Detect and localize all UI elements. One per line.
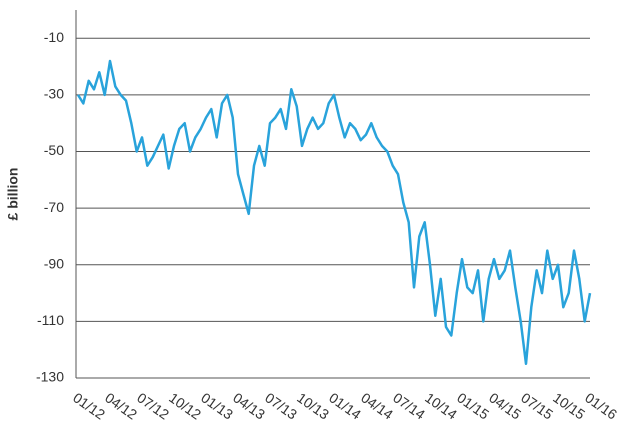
y-tick-label: -30 xyxy=(44,86,64,102)
x-tick-label: 07/13 xyxy=(262,389,300,422)
x-tick-label: 10/14 xyxy=(422,389,460,422)
x-tick-label: 01/16 xyxy=(582,389,620,422)
x-tick-label: 01/15 xyxy=(454,389,492,422)
x-tick-label: 01/12 xyxy=(70,389,108,422)
y-tick-label: -50 xyxy=(44,142,64,158)
x-tick-label: 01/14 xyxy=(326,389,364,422)
x-tick-label: 07/15 xyxy=(518,389,556,422)
data-line xyxy=(76,59,592,366)
y-axis-label: £ billion xyxy=(5,168,21,221)
y-tick-label: -110 xyxy=(37,312,64,328)
x-tick-label: 04/13 xyxy=(230,389,268,422)
x-tick-label: 10/15 xyxy=(550,389,588,422)
x-tick-label: 04/15 xyxy=(486,389,524,422)
x-tick-label: 01/13 xyxy=(198,389,236,422)
x-tick-label: 07/14 xyxy=(390,389,428,422)
x-tick-label: 07/12 xyxy=(134,389,172,422)
y-tick-label: -10 xyxy=(44,29,64,45)
y-tick-label: -90 xyxy=(44,255,64,271)
y-tick-label: -130 xyxy=(36,369,64,385)
y-tick-label: -70 xyxy=(44,199,64,215)
x-tick-label: 10/13 xyxy=(294,389,332,422)
x-tick-label: 04/14 xyxy=(358,389,396,422)
x-tick-label: 04/12 xyxy=(102,389,140,422)
x-tick-label: 10/12 xyxy=(166,389,204,422)
